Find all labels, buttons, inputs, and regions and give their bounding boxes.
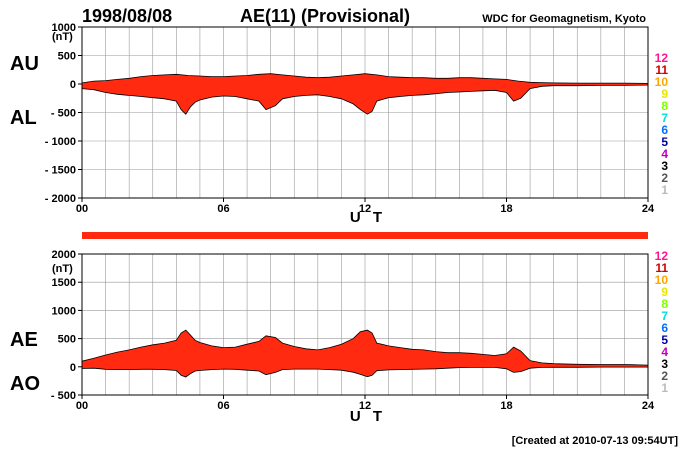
x-tick-label: 24	[642, 203, 655, 215]
station-count-11: 11	[655, 63, 668, 77]
station-count-7: 7	[661, 309, 668, 323]
station-count-2: 2	[661, 369, 668, 383]
upper-x-ticks: 00 06 12 18 24	[76, 198, 655, 215]
y-tick-label: 1000	[52, 22, 76, 34]
lower-unit-label: (nT)	[52, 263, 73, 275]
y-tick-label: 2000	[52, 249, 76, 261]
station-count-10: 10	[655, 75, 669, 89]
upper-x-axis-label: U T	[350, 209, 386, 226]
ao-label: AO	[10, 373, 40, 395]
lower-x-axis-label: U T	[350, 408, 386, 425]
date-title: 1998/08/08	[82, 6, 172, 26]
station-count-1: 1	[661, 183, 668, 197]
station-count-12: 12	[655, 51, 669, 65]
upper-unit-label: (nT)	[52, 31, 73, 43]
station-count-5: 5	[661, 135, 668, 149]
station-count-8: 8	[661, 297, 668, 311]
ae-label: AE	[10, 329, 38, 351]
station-count-6: 6	[661, 123, 668, 137]
y-tick-label: 500	[58, 334, 76, 346]
station-count-11: 11	[655, 261, 668, 275]
x-tick-label: 24	[642, 400, 655, 412]
y-tick-label: - 1000	[45, 136, 76, 148]
station-count-12: 12	[655, 249, 669, 263]
x-tick-label: 00	[76, 400, 88, 412]
station-count-7: 7	[661, 111, 668, 125]
station-count-9: 9	[661, 87, 668, 101]
ae-ao-envelope	[81, 329, 649, 378]
station-count-9: 9	[661, 285, 668, 299]
y-tick-label: - 2000	[45, 193, 76, 205]
x-tick-label: 12	[359, 400, 371, 412]
x-tick-label: 18	[500, 203, 512, 215]
x-tick-label: 06	[217, 400, 229, 412]
station-count-3: 3	[661, 159, 668, 173]
station-count-10: 10	[655, 273, 669, 287]
au-al-envelope	[81, 73, 649, 115]
y-tick-label: 1500	[52, 277, 76, 289]
y-tick-label: 500	[58, 51, 76, 63]
index-title: AE(11) (Provisional)	[240, 6, 410, 26]
x-tick-label: 06	[217, 203, 229, 215]
y-tick-label: - 500	[51, 108, 76, 120]
station-count-6: 6	[661, 321, 668, 335]
lower-x-ticks: 00 06 12 18 24	[76, 395, 655, 412]
x-tick-label: 00	[76, 203, 88, 215]
y-tick-label: 1000	[52, 305, 76, 317]
station-count-3: 3	[661, 357, 668, 371]
source-label: WDC for Geomagnetism, Kyoto	[482, 13, 646, 25]
station-count-5: 5	[661, 333, 668, 347]
x-tick-label: 12	[359, 203, 371, 215]
created-timestamp: [Created at 2010-07-13 09:54UT]	[512, 435, 679, 447]
upper-y-ticks: 1000 500 0 - 500 - 1000 - 1500 - 2000	[45, 22, 82, 205]
station-count-8: 8	[661, 99, 668, 113]
x-tick-label: 18	[500, 400, 512, 412]
y-tick-label: 0	[70, 362, 76, 374]
au-label: AU	[10, 53, 39, 75]
station-count-2: 2	[661, 171, 668, 185]
station-count-4: 4	[661, 345, 668, 359]
lower-y-ticks: 2000 1500 1000 500 0 - 500	[51, 249, 82, 402]
y-tick-label: 0	[70, 79, 76, 91]
station-count-4: 4	[661, 147, 668, 161]
lower-grid	[82, 254, 648, 395]
station-availability-strip	[82, 232, 648, 239]
al-label: AL	[10, 107, 37, 129]
y-tick-label: - 1500	[45, 165, 76, 177]
y-tick-label: - 500	[51, 390, 76, 402]
station-count-1: 1	[661, 381, 668, 395]
